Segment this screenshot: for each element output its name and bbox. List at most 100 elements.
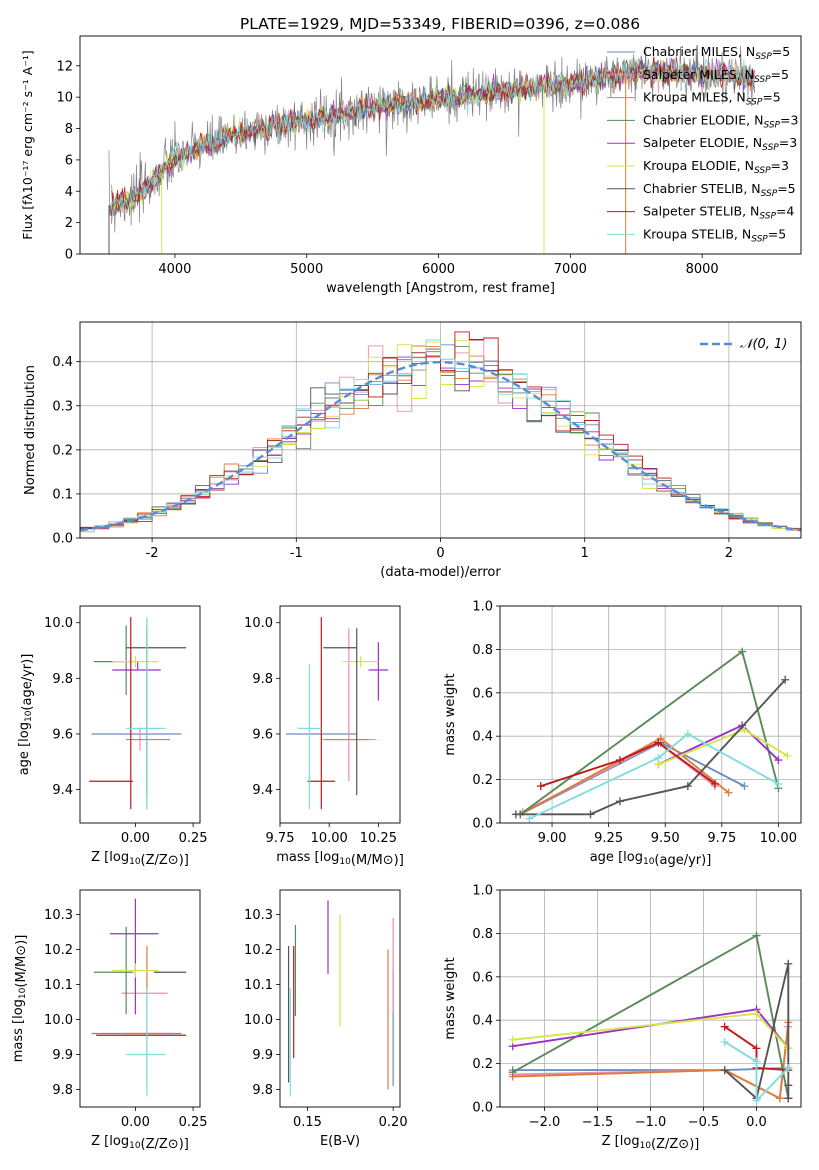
x-tick-label: 0.20: [379, 1115, 408, 1130]
y-axis-label: Normed distribution: [23, 365, 38, 495]
y-tick-label: 0.8: [472, 927, 493, 942]
legend-entry: Chabrier STELIB, NSSP=5: [643, 181, 796, 199]
y-tick-label: 10.2: [244, 943, 273, 958]
y-tick-label: 0.6: [472, 970, 493, 985]
plot-area: [500, 606, 801, 823]
x-tick-label: 10.00: [760, 831, 797, 846]
plot-area: [108, 44, 756, 254]
x-tick-label: -1: [290, 546, 303, 561]
weight-marker: [615, 756, 624, 765]
axes-frame: [279, 889, 401, 1108]
weight-marker: [654, 753, 663, 762]
legend-entry: Kroupa ELODIE, NSSP=3: [643, 158, 789, 176]
y-tick-label: 9.4: [252, 783, 273, 798]
x-axis-label: mass [log10(M/M⊙)]: [276, 850, 404, 868]
axes-frame: [79, 605, 201, 824]
y-tick-label: 9.4: [52, 783, 73, 798]
weight-marker: [740, 725, 749, 734]
axes-frame: [499, 889, 802, 1108]
x-axis-label: Z [log10(Z/Z⊙)]: [91, 1134, 189, 1152]
weight-marker: [525, 814, 534, 823]
y-tick-label: 0.2: [52, 443, 73, 458]
weight-marker: [784, 1094, 793, 1103]
x-tick-label: 9.75: [266, 831, 295, 846]
legend-entry: Chabrier ELODIE, NSSP=3: [643, 112, 798, 130]
x-tick-label: 9.75: [707, 831, 736, 846]
weight-marker: [774, 756, 783, 765]
x-tick-label: 10.25: [360, 831, 397, 846]
y-tick-label: 0.6: [472, 686, 493, 701]
plot-area: [89, 617, 187, 810]
x-tick-label: 6000: [422, 262, 455, 277]
weight-marker: [740, 782, 749, 791]
x-tick-label: 9.00: [538, 831, 567, 846]
y-tick-label: 9.9: [52, 1048, 73, 1063]
weight-line: [519, 650, 780, 816]
y-tick-label: 0.2: [472, 1057, 493, 1072]
legend-entry: Salpeter ELODIE, NSSP=3: [643, 135, 797, 153]
x-tick-label: 0.00: [121, 831, 150, 846]
y-tick-label: 0.4: [472, 730, 493, 745]
y-tick-label: 8: [65, 122, 73, 137]
legend-entry: Kroupa MILES, NSSP=5: [643, 90, 781, 108]
axes-frame: [499, 605, 802, 824]
axes-frame: [79, 889, 201, 1108]
x-tick-label: 0.15: [293, 1115, 322, 1130]
y-tick-label: 10.3: [244, 908, 273, 923]
y-tick-label: 0.3: [52, 399, 73, 414]
y-tick-label: 9.8: [52, 1083, 73, 1098]
y-tick-label: 0.2: [472, 773, 493, 788]
y-tick-label: 1.0: [472, 600, 493, 615]
y-tick-label: 9.9: [252, 1048, 273, 1063]
weight-marker: [654, 738, 663, 747]
panel-age-vs-Z: 0.00 0.25 9.4 9.6 9.8 10.0 Z [log10(Z/Z⊙)] age …: [17, 605, 208, 868]
weight-marker: [720, 1037, 729, 1046]
y-tick-label: 10.0: [44, 616, 73, 631]
y-tick-label: 0: [65, 248, 73, 263]
y-tick-label: 10.0: [244, 616, 273, 631]
x-axis-label: E(B-V): [320, 1134, 360, 1149]
x-tick-label: 0.0: [746, 1115, 767, 1130]
x-tick-label: 7000: [554, 262, 587, 277]
x-axis-label: Z [log10(Z/Z⊙)]: [91, 850, 189, 868]
weight-marker: [711, 779, 719, 788]
weight-marker: [536, 782, 545, 791]
x-tick-label: −2.0: [529, 1115, 561, 1130]
model-spectrum-line: [111, 58, 755, 211]
x-tick-label: −0.5: [688, 1115, 720, 1130]
plot-layer: 4000 5000 6000 7000 8000024681012wavelength …: [11, 35, 802, 1152]
weight-marker: [784, 1081, 793, 1090]
axes-frame: [79, 35, 802, 255]
y-tick-label: 10.1: [244, 978, 273, 993]
y-tick-label: 9.6: [52, 727, 73, 742]
weight-marker: [720, 1066, 729, 1075]
weight-marker: [683, 730, 692, 739]
panel-weight-vs-age: 9.00 9.25 9.50 9.75 10.00 0.0 0.2 0.4 0.6 0.8 1.0 a…: [443, 600, 802, 868]
panel-mass-vs-Z: 0.00 0.25 9.8 9.9 10.0 10.1 10.2 10.3 Z [log10(Z…: [11, 889, 208, 1152]
weight-line: [657, 724, 780, 766]
histogram-step: [80, 339, 801, 538]
weight-marker: [511, 810, 520, 819]
weight-marker: [752, 1096, 761, 1105]
x-tick-label: −1.0: [635, 1115, 667, 1130]
y-tick-label: 0.1: [52, 487, 73, 502]
legend-entry: 𝒩(0, 1): [740, 337, 787, 352]
plot-area: [285, 617, 389, 810]
panel-weight-vs-Z: −2.0 −1.5 −1.0 −0.5 0.0 0.0 0.2 0.4 0.6 0.8 1.0 Z […: [443, 884, 802, 1152]
weight-marker: [774, 779, 783, 788]
legend-entry: Kroupa STELIB, NSSP=5: [643, 226, 786, 244]
legend-entry: Salpeter STELIB, NSSP=4: [643, 204, 794, 222]
x-tick-label: 1: [581, 546, 589, 561]
x-axis-label: (data-model)/error: [380, 565, 501, 580]
weight-line: [540, 741, 716, 788]
x-axis-label: age [log10(age/yr)]: [590, 850, 712, 868]
weight-marker: [752, 1009, 761, 1018]
x-tick-label: 10.00: [311, 831, 348, 846]
panel-mass-vs-ebv: 0.15 0.20 9.8 9.9 10.0 10.1 10.2 10.3 E(B-V): [244, 889, 408, 1149]
y-tick-label: 0.0: [472, 1101, 493, 1116]
weight-marker: [752, 931, 761, 940]
y-tick-label: 0.0: [52, 532, 73, 547]
y-tick-label: 10.0: [244, 1013, 273, 1028]
weight-line: [528, 732, 779, 820]
